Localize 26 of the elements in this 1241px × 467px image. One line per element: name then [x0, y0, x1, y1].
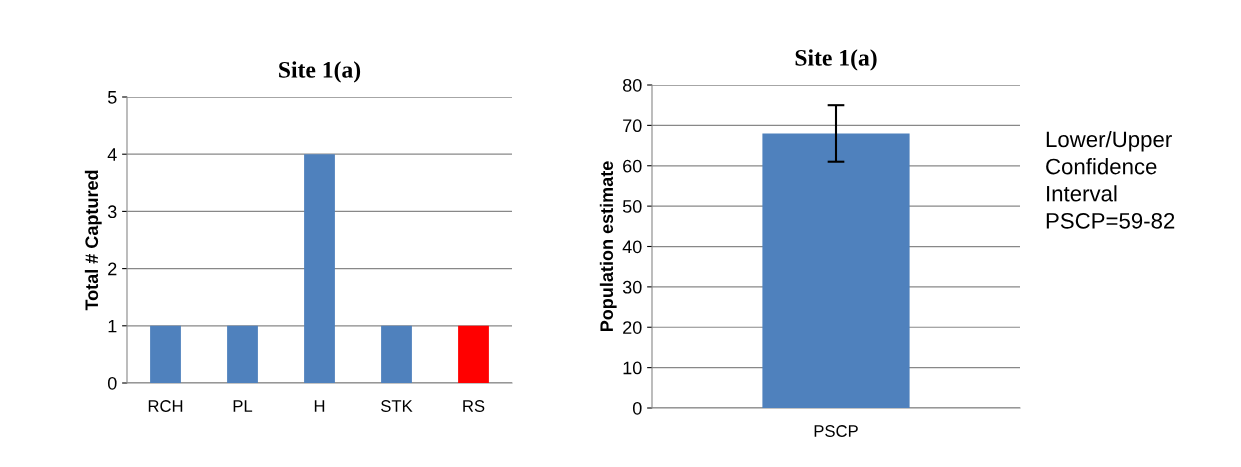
y-tick-label: 80	[622, 78, 642, 92]
x-tick-label: PL	[233, 400, 253, 412]
y-axis-title: Population estimate	[599, 161, 617, 332]
y-tick-label: 1	[108, 319, 117, 333]
x-tick-label: RS	[463, 400, 485, 412]
y-tick-label: 30	[622, 280, 642, 294]
chart-title: Site 1(a)	[279, 61, 361, 83]
x-tick-label: H	[314, 400, 325, 412]
y-tick-label: 60	[623, 159, 642, 173]
y-tick-label: 20	[623, 321, 642, 334]
y-axis-title: Total # Captured	[84, 170, 102, 311]
x-tick-label: RCH	[148, 400, 183, 412]
y-tick-label: 50	[622, 200, 642, 213]
y-tick-label: 10	[623, 361, 642, 375]
y-tick-label: 3	[107, 205, 117, 219]
x-tick-label: STK	[381, 400, 413, 412]
chart-title: Site 1(a)	[795, 49, 877, 71]
y-tick-label: 2	[108, 262, 117, 276]
y-tick-label: 4	[107, 148, 117, 161]
text: Lower/Upper Confidence Interval PSCP=59-82	[1046, 130, 1175, 229]
y-tick-label: 0	[107, 376, 117, 390]
y-tick-label: 40	[622, 240, 642, 254]
x-tick-label: PSCP	[814, 425, 858, 437]
y-tick-label: 0	[632, 401, 642, 415]
y-tick-label: 5	[107, 91, 117, 104]
y-tick-label: 70	[623, 119, 642, 133]
